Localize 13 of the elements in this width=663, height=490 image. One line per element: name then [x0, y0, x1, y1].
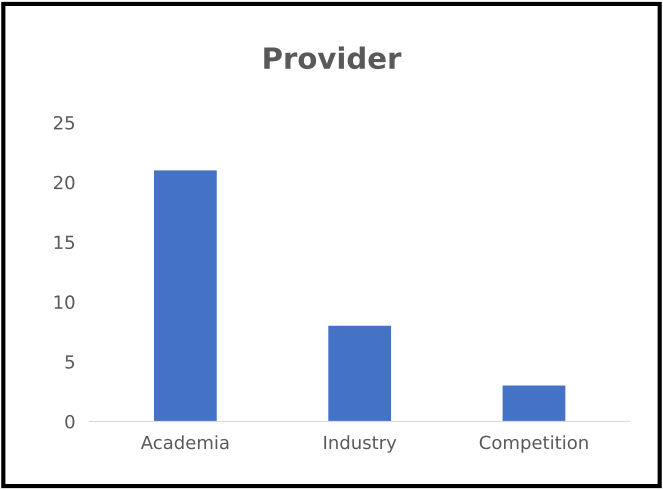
x-tick-label: Industry: [324, 435, 396, 453]
x-tick-label: Academia: [140, 435, 228, 450]
y-tick-label: 15: [54, 236, 74, 250]
x-tick-label: Competition: [480, 435, 588, 453]
y-tick-label: 25: [54, 116, 74, 130]
y-tick-label: 0: [65, 414, 74, 429]
bar: [328, 326, 392, 422]
bar: [502, 386, 566, 422]
y-tick-label: 5: [66, 355, 74, 369]
bar: [154, 170, 217, 422]
y-tick-label: 20: [54, 176, 74, 190]
chart-title: Provider: [264, 46, 402, 70]
y-tick-label: 10: [54, 295, 74, 309]
